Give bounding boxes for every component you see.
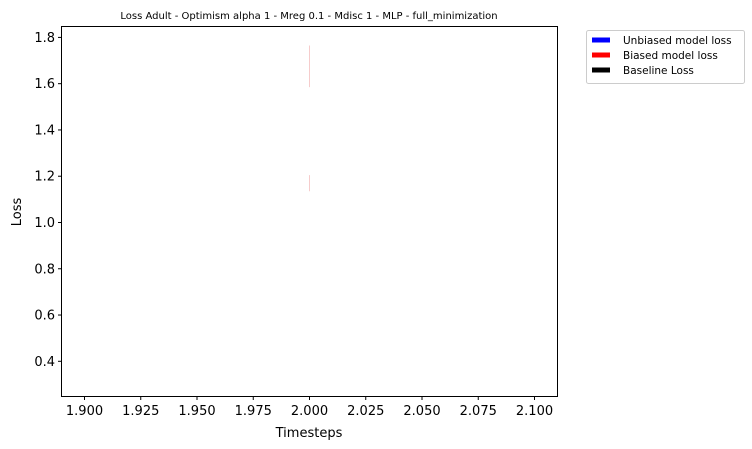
plot-area bbox=[61, 26, 558, 397]
legend-swatch bbox=[592, 67, 610, 73]
x-tick-label: 2.000 bbox=[291, 404, 328, 419]
y-tick-label: 0.6 bbox=[34, 309, 55, 324]
y-tick-label: 1.8 bbox=[34, 31, 55, 46]
x-tick-label: 2.050 bbox=[403, 404, 440, 419]
x-tick-label: 1.925 bbox=[122, 404, 159, 419]
y-tick-label: 1.0 bbox=[34, 216, 55, 231]
legend-frame bbox=[586, 30, 745, 84]
x-tick-label: 1.900 bbox=[66, 404, 103, 419]
legend-label: Biased model loss bbox=[623, 50, 718, 62]
y-tick-label: 1.6 bbox=[34, 77, 55, 92]
plot-frame bbox=[61, 26, 558, 397]
x-axis-ticks: 1.900 1.925 1.950 1.975 2.000 2.025 2.050 2.075… bbox=[66, 396, 553, 419]
x-tick-label: 1.950 bbox=[178, 404, 215, 419]
x-tick-label: 2.100 bbox=[516, 404, 553, 419]
chart-title: Loss Adult - Optimism alpha 1 - Mreg 0.1… bbox=[120, 11, 497, 22]
x-tick-label: 2.075 bbox=[460, 404, 497, 419]
legend-swatch bbox=[592, 37, 610, 43]
legend: Unbiased model loss Biased model loss Base… bbox=[586, 30, 745, 84]
legend-label: Unbiased model loss bbox=[623, 35, 732, 47]
x-axis-title: Timesteps bbox=[275, 426, 343, 441]
y-tick-label: 0.4 bbox=[34, 355, 55, 370]
y-tick-label: 0.8 bbox=[34, 262, 55, 277]
x-tick-label: 1.975 bbox=[235, 404, 272, 419]
y-tick-label: 1.4 bbox=[34, 123, 55, 138]
legend-swatch bbox=[592, 52, 610, 58]
y-axis-title: Loss bbox=[10, 198, 25, 227]
x-tick-label: 2.025 bbox=[347, 404, 384, 419]
y-tick-label: 1.2 bbox=[34, 170, 55, 185]
y-axis-ticks: 0.4 0.6 0.8 1.0 1.2 1.4 1.6 1.8 bbox=[34, 31, 62, 370]
legend-label: Baseline Loss bbox=[623, 65, 694, 77]
